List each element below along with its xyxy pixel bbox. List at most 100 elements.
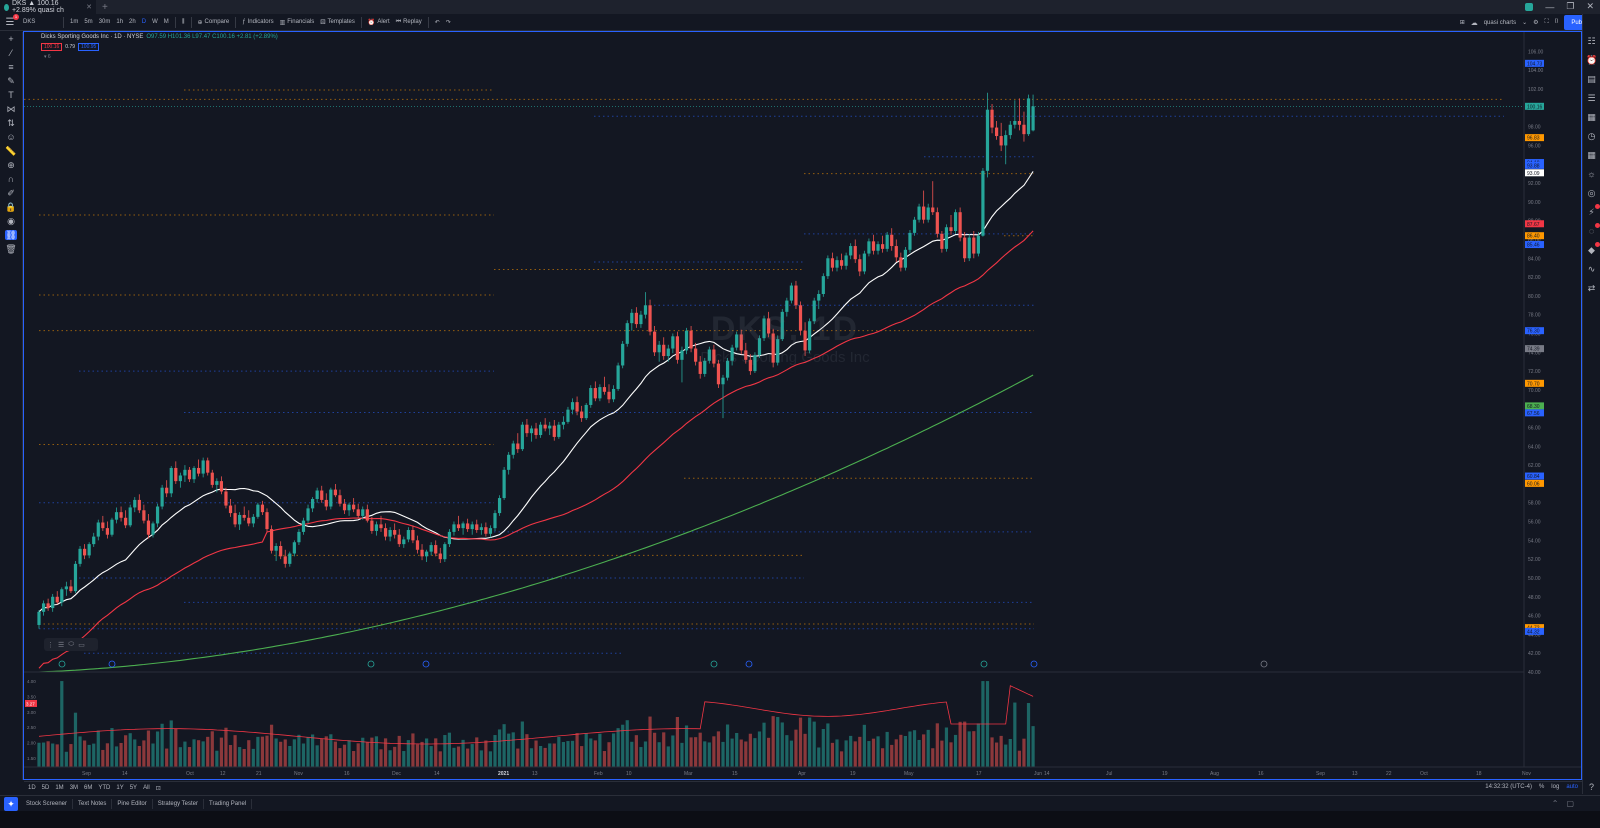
trend-line-icon[interactable]: ⁄ — [10, 48, 12, 58]
volume-bar — [41, 742, 46, 767]
range-3m[interactable]: 3M — [69, 785, 79, 791]
interval-5m[interactable]: 5m — [84, 19, 93, 25]
indicators-collapse[interactable]: ▾ 6 — [44, 54, 51, 60]
interval-d[interactable]: D — [141, 19, 147, 25]
main-menu-button[interactable]: ☰ 1 — [5, 13, 19, 28]
drag-handle-icon[interactable]: ⋮ — [47, 641, 54, 649]
layout-grid-icon[interactable]: ⊞ — [1459, 20, 1465, 26]
range-all[interactable]: All — [143, 785, 150, 791]
browser-tab[interactable]: DKS ▲ 100.16 +2.89% quasi ch ✕ — [0, 0, 96, 14]
range-1d[interactable]: 1D — [28, 785, 36, 791]
stay-drawing-icon[interactable]: ✐ — [7, 188, 15, 198]
tab-pine-editor[interactable]: Pine Editor — [112, 798, 153, 809]
chevron-down-icon[interactable]: ⌄ — [1522, 20, 1528, 26]
close-window-button[interactable]: ✕ — [1586, 1, 1594, 11]
camera-icon[interactable]: ⌷ — [1554, 19, 1559, 25]
ruler-icon[interactable]: 📏 — [5, 146, 17, 156]
interval-2h[interactable]: 2h — [129, 19, 136, 25]
templates-button[interactable]: ⚄ Templates — [317, 19, 358, 26]
magnet-icon[interactable]: ∩ — [7, 174, 15, 184]
text-icon[interactable]: T — [8, 90, 14, 100]
calendar-icon[interactable]: ▦ — [1587, 112, 1596, 122]
zoom-icon[interactable]: ⊕ — [7, 160, 15, 170]
price-chart[interactable]: 4.003.503.002.502.001.503.27200K160K120K… — [24, 32, 1581, 778]
volume-bar — [238, 747, 242, 767]
range-1m[interactable]: 1M — [55, 785, 64, 791]
new-tab-icon[interactable]: + — [102, 1, 108, 13]
range-ytd[interactable]: YTD — [98, 785, 111, 791]
icons-icon[interactable]: ☺ — [6, 132, 16, 142]
news-icon[interactable]: ▦ — [1587, 150, 1596, 160]
symbol-title[interactable]: Dicks Sporting Goods Inc · 1D · NYSE — [41, 34, 144, 40]
redo-button[interactable]: ↷ — [443, 19, 454, 26]
pattern-icon[interactable]: ⋈ — [6, 104, 16, 114]
brush-icon[interactable]: ✎ — [7, 76, 15, 86]
range-5d[interactable]: 5D — [41, 785, 50, 791]
data-window-icon[interactable]: ▤ — [1587, 74, 1596, 84]
auto-toggle[interactable]: auto — [1566, 784, 1578, 790]
tab-strategy-tester[interactable]: Strategy Tester — [153, 798, 204, 809]
minimize-button[interactable]: — — [1545, 1, 1555, 12]
go-to-date-icon[interactable]: ⊡ — [155, 785, 161, 792]
close-tab-icon[interactable]: ✕ — [86, 4, 92, 11]
time-tick-label: Apr — [798, 771, 806, 777]
replay-button[interactable]: ⏮ Replay — [393, 19, 425, 26]
star-icon[interactable]: ✦ — [4, 796, 18, 811]
trash-icon[interactable]: 🗑 — [5, 244, 17, 254]
rectangle-icon[interactable]: ▭ — [78, 641, 85, 649]
tab-trading-panel[interactable]: Trading Panel — [204, 798, 253, 809]
candle-body — [260, 504, 265, 513]
range-6m[interactable]: 6M — [84, 785, 93, 791]
interval-30m[interactable]: 30m — [98, 19, 111, 25]
chart-icon[interactable]: ∿ — [1587, 264, 1596, 274]
maximize-panel-icon[interactable]: ▢ — [1566, 799, 1574, 808]
indicators-button[interactable]: ƒ Indicators — [239, 19, 276, 25]
clock-time[interactable]: 14:32:32 (UTC-4) — [1485, 784, 1532, 790]
prediction-icon[interactable]: ⇅ — [7, 118, 15, 128]
streams-icon[interactable]: ⚡ — [1586, 204, 1600, 218]
interval-1h[interactable]: 1h — [116, 19, 124, 25]
sell-price-button[interactable]: 100.16 — [41, 43, 63, 51]
log-toggle[interactable]: log — [1551, 784, 1560, 790]
undo-button[interactable]: ↶ — [432, 19, 443, 26]
alert-button[interactable]: ⏰ Alert — [365, 19, 393, 26]
price-label-box — [1525, 379, 1544, 387]
object-tree-icon[interactable]: ⛓ — [5, 230, 17, 240]
buy-price-button[interactable]: 100.95 — [78, 43, 100, 51]
chart-type-button[interactable]: ⫼ — [179, 19, 188, 26]
collapse-panel-icon[interactable]: ⌃ — [1551, 799, 1559, 808]
percent-toggle[interactable]: % — [1538, 784, 1545, 790]
notifications-icon[interactable]: ◆ — [1586, 242, 1600, 256]
tab-text-notes[interactable]: Text Notes — [73, 798, 113, 809]
ellipse-icon[interactable]: ⬭ — [68, 640, 75, 648]
fib-icon[interactable]: ≡ — [8, 62, 14, 72]
financials-button[interactable]: ▥ Financials — [277, 19, 318, 26]
gear-icon[interactable]: ⚙ — [1533, 20, 1539, 26]
interval-1m[interactable]: 1m — [70, 19, 79, 25]
hotlist-icon[interactable]: ☰ — [1587, 93, 1596, 103]
alerts-icon[interactable]: ⏰ — [1586, 55, 1598, 65]
compare-button[interactable]: ⊕ Compare — [195, 19, 233, 26]
layout-name[interactable]: quasi charts — [1483, 19, 1517, 26]
interval-w[interactable]: W — [152, 19, 158, 25]
bulb-icon[interactable]: ☼ — [1587, 169, 1596, 179]
range-5y[interactable]: 5Y — [129, 785, 138, 791]
range-1y[interactable]: 1Y — [116, 785, 124, 791]
ideas-icon[interactable]: ◎ — [1587, 188, 1596, 198]
order-panel-icon[interactable]: ⇄ — [1587, 283, 1596, 293]
tab-stock-screener[interactable]: Stock Screener — [21, 798, 74, 809]
eye-icon[interactable]: ◉ — [7, 216, 15, 226]
lock-icon[interactable]: 🔒 — [5, 202, 17, 212]
fullscreen-icon[interactable]: ⛶ — [1544, 19, 1549, 25]
interval-m[interactable]: M — [163, 19, 169, 25]
clock-icon[interactable]: ◷ — [1587, 131, 1596, 141]
symbol-search[interactable]: DKS — [20, 19, 60, 25]
help-icon[interactable]: ? — [1588, 782, 1594, 792]
extension-icon[interactable] — [1525, 2, 1534, 11]
candle-body — [584, 404, 588, 419]
watchlist-icon[interactable]: ☷ — [1587, 36, 1596, 46]
chats-icon[interactable]: ◌ — [1586, 223, 1600, 237]
crosshair-icon[interactable]: + — [8, 34, 14, 44]
lines-icon[interactable]: ☰ — [58, 641, 65, 649]
restore-button[interactable]: ❐ — [1566, 1, 1575, 11]
